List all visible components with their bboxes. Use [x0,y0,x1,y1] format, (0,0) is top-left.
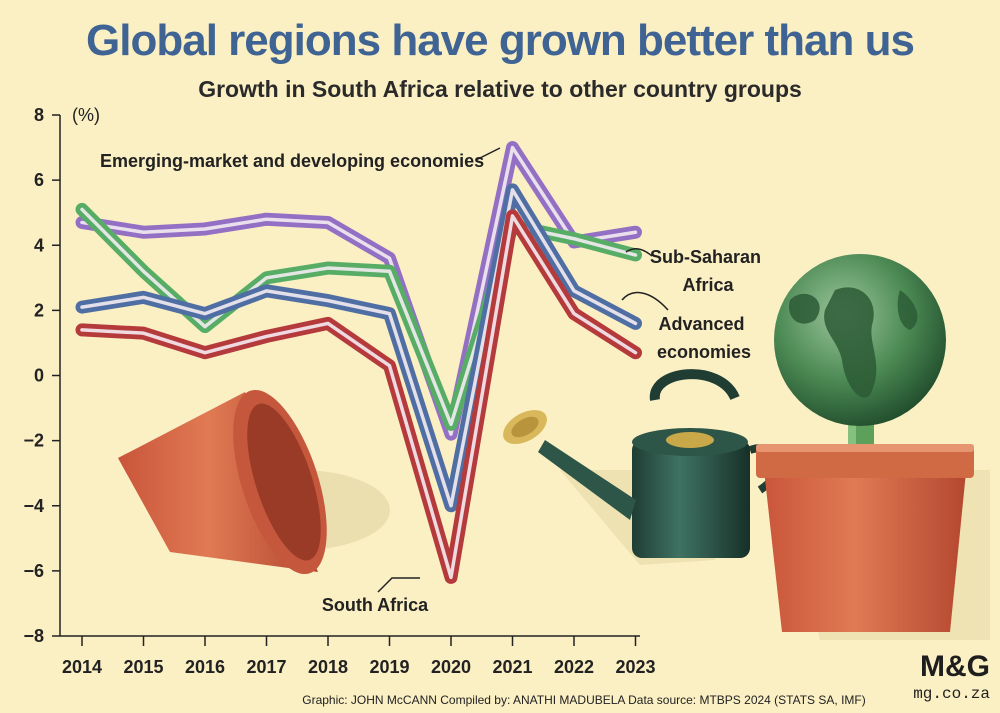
series-advanced-economies [75,183,642,513]
leader-line-advanced [621,291,669,311]
leader-line-sub-saharan [625,248,653,257]
y-tick-label: 6 [34,170,44,190]
tipped-pot-illustration [118,389,390,575]
series-line-highlight [80,214,638,580]
x-tick-label: 2015 [123,657,163,677]
series-line-highlight [80,145,638,436]
x-tick-label: 2021 [492,657,532,677]
series-line-highlight [80,188,638,508]
x-tick-labels: 2014 2015 2016 2017 2018 2019 2020 2021 2022 2023 [62,636,656,677]
x-tick-label: 2014 [62,657,102,677]
x-tick-label: 2019 [369,657,409,677]
label-south-africa: South Africa [322,595,429,615]
series-lines [75,141,642,584]
label-advanced-line1: Advanced [658,314,744,334]
leader-line-emerging [475,147,501,161]
illustrations [118,254,990,640]
label-advanced-economies: Advanced economies [657,314,751,362]
axes [59,115,640,637]
x-tick-label: 2023 [615,657,655,677]
x-tick-label: 2022 [554,657,594,677]
y-tick-label: −4 [23,496,44,516]
y-tick-label: −2 [23,431,44,451]
x-tick-label: 2016 [185,657,225,677]
x-tick-label: 2018 [308,657,348,677]
y-tick-label: 2 [34,300,44,320]
chart-subtitle: Growth in South Africa relative to other… [198,76,802,102]
x-tick-label: 2017 [246,657,286,677]
globe-in-pot-illustration [756,254,990,640]
label-emerging-markets: Emerging-market and developing economies [100,151,484,171]
y-tick-label: −8 [23,626,44,646]
y-tick-label: 4 [34,235,44,255]
y-tick-label: 8 [34,105,44,125]
x-tick-label: 2020 [431,657,471,677]
y-tick-label: −6 [23,561,44,581]
series-south-africa [75,209,642,584]
y-tick-labels: 8 6 4 2 0 −2 −4 −6 −8 [23,105,60,646]
series-emerging-market-and-developing-economies [75,141,642,441]
mg-logo: M&G [920,650,990,683]
y-axis-unit: (%) [72,105,100,125]
leader-line-south-africa [377,577,420,593]
y-tick-label: 0 [34,366,44,386]
label-sub-saharan-line2: Africa [682,275,734,295]
label-sub-saharan-africa: Sub-Saharan Africa [650,247,766,295]
label-sub-saharan-line1: Sub-Saharan [650,247,761,267]
chart-title: Global regions have grown better than us [86,16,914,65]
label-advanced-line2: economies [657,342,751,362]
watering-can-illustration [503,369,783,565]
credits-line: Graphic: JOHN McCANN Compiled by: ANATHI… [302,693,865,707]
site-url: mg.co.za [913,685,990,703]
